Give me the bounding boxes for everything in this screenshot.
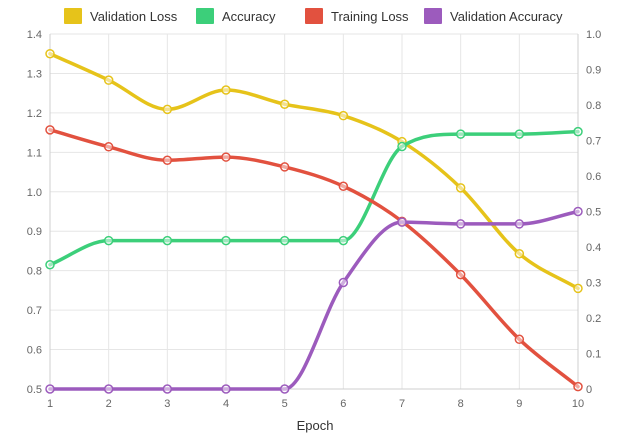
data-point (397, 217, 407, 227)
axes: 1 2 3 4 5 6 7 8 9 10 0.5 0.6 0.7 0.8 0.9 1.0 1.1 1.2 1.3 1.… (27, 29, 602, 410)
y-right-tick-label: 0.1 (586, 349, 601, 361)
x-tick-label: 6 (340, 398, 346, 410)
y-right-tick-label: 0.2 (586, 313, 601, 325)
legend-item-accuracy: Accuracy (196, 8, 276, 24)
y-right-tick-label: 0.4 (586, 242, 601, 254)
data-point (514, 334, 525, 345)
series-line (48, 128, 580, 389)
y-left-tick-label: 0.6 (27, 345, 42, 357)
grid (49, 33, 579, 390)
data-point (279, 384, 290, 394)
data-point (338, 277, 349, 288)
data-point (455, 269, 466, 280)
data-point (514, 248, 525, 259)
series-validation-loss (45, 48, 583, 294)
legend-swatch (196, 8, 214, 24)
x-axis-title: Epoch (297, 418, 334, 433)
data-point (45, 384, 55, 394)
data-point (103, 75, 114, 85)
legend-item-validation-loss: Validation Loss (64, 8, 178, 24)
series-accuracy (45, 126, 583, 270)
data-point (573, 283, 583, 294)
series-line (48, 209, 580, 391)
data-point (514, 129, 525, 139)
x-tick-label: 3 (164, 398, 170, 410)
series-line (48, 51, 580, 291)
legend-item-training-loss: Training Loss (305, 8, 409, 24)
data-point (221, 152, 231, 162)
data-point (162, 384, 173, 394)
data-point (221, 235, 231, 246)
y-right-tick-label: 0.6 (586, 171, 601, 183)
y-left-tick-label: 0.9 (27, 226, 42, 238)
data-point (162, 235, 173, 246)
data-point (162, 155, 173, 165)
data-point (45, 125, 55, 135)
y-left-tick-label: 0.5 (27, 384, 42, 396)
x-tick-label: 7 (399, 398, 405, 410)
y-left-tick-label: 1.1 (27, 147, 42, 159)
legend-swatch (64, 8, 82, 24)
x-tick-label: 5 (282, 398, 288, 410)
y-left-tick-label: 0.7 (27, 305, 42, 317)
x-tick-label: 4 (223, 398, 229, 410)
data-point (279, 162, 290, 172)
y-left-tick-label: 1.2 (27, 108, 42, 120)
data-point (103, 142, 114, 152)
legend-item-validation-accuracy: Validation Accuracy (424, 8, 563, 24)
legend-label: Accuracy (222, 9, 276, 24)
y-right-tick-label: 1.0 (586, 29, 601, 41)
y-right-tick-label: 0 (586, 384, 592, 396)
data-point (397, 141, 407, 152)
x-tick-label: 2 (106, 398, 112, 410)
data-point (573, 126, 583, 137)
x-tick-label: 9 (516, 398, 522, 410)
data-point (221, 384, 231, 394)
y-left-tick-label: 1.0 (27, 187, 42, 199)
x-tick-label: 8 (458, 398, 464, 410)
legend-label: Validation Loss (90, 9, 178, 24)
data-point (514, 219, 525, 229)
data-point (573, 206, 583, 217)
y-right-tick-label: 0.8 (586, 100, 601, 112)
data-point (103, 384, 114, 394)
y-right-tick-label: 0.3 (586, 278, 601, 290)
data-point (279, 99, 290, 109)
x-tick-label: 10 (572, 398, 584, 410)
legend-label: Validation Accuracy (450, 9, 563, 24)
legend-label: Training Loss (331, 9, 409, 24)
data-point (338, 110, 349, 121)
legend: Validation Loss Accuracy Training Loss Vali… (64, 8, 563, 24)
data-point (279, 235, 290, 246)
data-point (162, 104, 173, 115)
data-point (338, 181, 349, 192)
x-tick-label: 1 (47, 398, 53, 410)
data-point (455, 183, 466, 193)
data-point (45, 48, 55, 59)
y-right-tick-label: 0.5 (586, 207, 601, 219)
legend-swatch (305, 8, 323, 24)
y-left-tick-label: 1.4 (27, 29, 42, 41)
data-point (455, 219, 466, 229)
data-point (338, 235, 349, 246)
data-point (221, 85, 231, 95)
series-lines (45, 48, 583, 394)
data-point (455, 129, 466, 139)
y-right-tick-label: 0.9 (586, 65, 601, 77)
series-training-loss (45, 125, 583, 392)
y-left-tick-label: 1.3 (27, 68, 42, 80)
y-left-tick-label: 0.8 (27, 266, 42, 278)
y-right-tick-label: 0.7 (586, 136, 601, 148)
series-line (48, 129, 580, 267)
series-validation-accuracy (45, 206, 583, 394)
data-point (573, 381, 583, 392)
data-point (103, 235, 114, 246)
data-point (45, 260, 55, 270)
legend-swatch (424, 8, 442, 24)
